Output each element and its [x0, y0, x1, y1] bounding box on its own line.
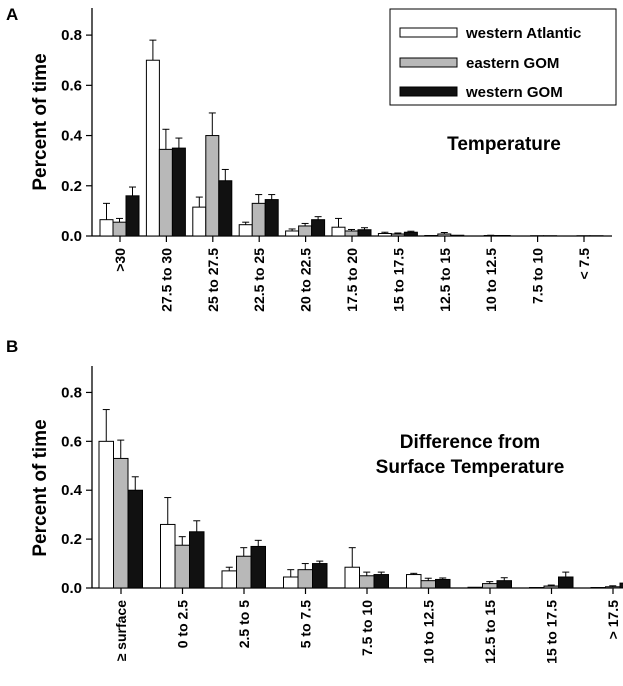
- panel-a-bar-western-gom-10-to-12-5: [496, 234, 511, 237]
- panel-a-bar-western-atlantic-17-5-to-20: [331, 226, 346, 237]
- panel-a-bar-western-atlantic-30: [99, 219, 114, 237]
- panel-a-letter: A: [6, 5, 18, 24]
- panel-a-bar-western-atlantic-27-5-to-30: [145, 59, 160, 237]
- panel-a-x-tick-label-27-5-to-30: 27.5 to 30: [158, 248, 174, 312]
- panel-a-x-tick-label-7-5-to-10: 7.5 to 10: [530, 248, 546, 304]
- panel-b-bar-eastern-gom-5-to-7-5: [297, 569, 313, 589]
- panel-a-bar-eastern-gom-17-5-to-20: [344, 230, 359, 237]
- panel-b-bar-western-gom-2-5-to-5: [250, 545, 266, 589]
- panel-a-bar-western-gom-30: [125, 195, 140, 237]
- panel-b-bar-western-gom-5-to-7-5: [312, 563, 328, 589]
- panel-b-x-tick-label-5-to-7-5: 5 to 7.5: [298, 600, 314, 648]
- panel-a-x-tick-label-12-5-to-15: 12.5 to 15: [437, 248, 453, 312]
- panel-a-bar-western-gom-12-5-to-15: [450, 234, 465, 237]
- panel-b-y-tick-label: 0.2: [61, 531, 82, 548]
- panel-b-y-tick-label: 0.0: [61, 580, 82, 597]
- panel-b-x-tick-label-2-5-to-5: 2.5 to 5: [236, 600, 252, 648]
- panel-b-bar-western-atlantic-0-to-2-5: [160, 523, 176, 589]
- panel-b-annotation-line-2: Surface Temperature: [376, 457, 565, 478]
- panel-a-bar-western-atlantic-15-to-17-5: [377, 232, 392, 237]
- panel-a-x-tick-label-15-to-17-5: 15 to 17.5: [390, 248, 406, 312]
- panel-b-bar-eastern-gom-7-5-to-10: [359, 575, 375, 589]
- panel-b-bar-western-atlantic-5-to-7-5: [283, 576, 299, 589]
- panel-a-bar-eastern-gom-27-5-to-30: [158, 148, 173, 237]
- panel-b-y-tick-label: 0.6: [61, 433, 82, 450]
- panel-a-y-tick-label: 0.8: [61, 27, 82, 44]
- panel-b-bar-western-gom-7-5-to-10: [373, 574, 389, 589]
- panel-b-bar-western-atlantic-7-5-to-10: [344, 566, 360, 589]
- panel-a-bar-western-gom-20-to-22-5: [311, 219, 326, 237]
- legend-swatch-western-gom: [399, 86, 458, 97]
- panel-b-bar-western-gom-17-5: [619, 582, 623, 589]
- panel-b-y-axis-label: Percent of time: [30, 419, 51, 556]
- panel-a-x-tick-label-10-to-12-5: 10 to 12.5: [483, 248, 499, 312]
- panel-a-annotation: Temperature: [447, 134, 561, 155]
- legend-label-eastern-gom: eastern GOM: [466, 55, 559, 72]
- legend-label-western-gom: western GOM: [465, 84, 563, 101]
- panel-a-x-tick-label-17-5-to-20: 17.5 to 20: [344, 248, 360, 312]
- panel-b-bar-western-atlantic-2-5-to-5: [221, 570, 237, 589]
- panel-b-bar-western-gom-0-to-2-5: [189, 531, 205, 589]
- panel-b-x-tick-label-12-5-to-15: 12.5 to 15: [482, 600, 498, 664]
- panel-a-bar-western-atlantic-12-5-to-15: [424, 234, 439, 237]
- panel-a-x-tick-label-25-to-27-5: 25 to 27.5: [205, 248, 221, 312]
- panel-b-bar-eastern-gom-surface: [113, 457, 129, 589]
- panel-a-bar-eastern-gom-20-to-22-5: [298, 225, 313, 237]
- legend-swatch-western-atlantic: [399, 27, 458, 38]
- panel-a-x-tick-label-22-5-to-25: 22.5 to 25: [251, 248, 267, 312]
- panel-a: A Percent of time Temperature western At…: [6, 5, 617, 312]
- panel-b-y-tick-label: 0.4: [61, 482, 83, 499]
- panel-b-x-tick-label-0-to-2-5: 0 to 2.5: [175, 600, 191, 648]
- panel-b: B Percent of time Difference from Surfac…: [6, 337, 623, 664]
- panel-b-x-tick-label-surface: ≥ surface: [113, 600, 129, 662]
- panel-a-y-tick-label: 0.6: [61, 77, 82, 94]
- legend: western Atlantic eastern GOM western GOM: [389, 8, 617, 106]
- panel-b-bar-eastern-gom-2-5-to-5: [236, 555, 252, 589]
- panel-b-bar-eastern-gom-15-to-17-5: [543, 585, 559, 589]
- panel-a-x-tick-label-20-to-22-5: 20 to 22.5: [298, 248, 314, 312]
- panel-a-y-tick-label: 0.4: [61, 128, 83, 145]
- panel-b-bar-western-atlantic-10-to-12-5: [406, 574, 422, 589]
- panel-a-bar-western-gom-15-to-17-5: [403, 231, 418, 237]
- panel-b-bar-western-gom-15-to-17-5: [558, 576, 574, 589]
- panel-a-bar-eastern-gom-12-5-to-15: [437, 233, 452, 237]
- panel-a-bar-western-gom-25-to-27-5: [218, 180, 233, 237]
- panel-b-bar-western-gom-surface: [127, 489, 143, 589]
- panel-b-bar-eastern-gom-17-5: [605, 586, 621, 589]
- panel-b-bar-western-gom-10-to-12-5: [435, 578, 451, 589]
- panel-a-bar-eastern-gom-15-to-17-5: [390, 233, 405, 237]
- panel-b-bar-eastern-gom-10-to-12-5: [420, 580, 436, 589]
- panel-b-letter: B: [6, 337, 18, 356]
- panel-a-bar-western-atlantic-22-5-to-25: [238, 224, 253, 237]
- panel-b-bar-western-atlantic-surface: [98, 440, 114, 589]
- panel-a-bar-western-gom-27-5-to-30: [171, 147, 186, 237]
- panel-a-bar-western-gom-17-5-to-20: [357, 229, 372, 237]
- panel-a-y-axis-label: Percent of time: [30, 53, 51, 190]
- panel-a-bar-western-gom-22-5-to-25: [264, 199, 279, 237]
- panel-b-x-tick-label-10-to-12-5: 10 to 12.5: [421, 600, 437, 664]
- panel-a-x-tick-label-7-5: < 7.5: [576, 248, 592, 280]
- panel-b-annotation-line-1: Difference from: [400, 432, 540, 453]
- panel-b-x-tick-label-17-5: > 17.5: [605, 600, 621, 640]
- legend-label-western-atlantic: western Atlantic: [465, 25, 581, 42]
- panel-a-bar-eastern-gom-30: [112, 221, 127, 237]
- panel-b-bar-western-gom-12-5-to-15: [496, 580, 512, 589]
- panel-b-bar-eastern-gom-0-to-2-5: [174, 544, 190, 589]
- panel-a-x-tick-label-30: >30: [112, 248, 128, 272]
- panel-b-x-tick-label-15-to-17-5: 15 to 17.5: [544, 600, 560, 664]
- panel-a-bar-eastern-gom-25-to-27-5: [205, 135, 220, 237]
- legend-swatch-eastern-gom: [399, 57, 458, 68]
- panel-b-bar-eastern-gom-12-5-to-15: [482, 583, 498, 589]
- panel-b-x-tick-label-7-5-to-10: 7.5 to 10: [359, 600, 375, 656]
- panel-b-y-tick-label: 0.8: [61, 384, 82, 401]
- panel-a-y-tick-label: 0.0: [61, 228, 82, 245]
- panel-a-y-tick-label: 0.2: [61, 178, 82, 195]
- panel-b-bar-western-atlantic-12-5-to-15: [467, 586, 483, 589]
- panel-a-bar-eastern-gom-22-5-to-25: [251, 202, 266, 237]
- panel-a-bar-western-atlantic-20-to-22-5: [285, 230, 300, 237]
- panel-a-bar-western-atlantic-25-to-27-5: [192, 206, 207, 237]
